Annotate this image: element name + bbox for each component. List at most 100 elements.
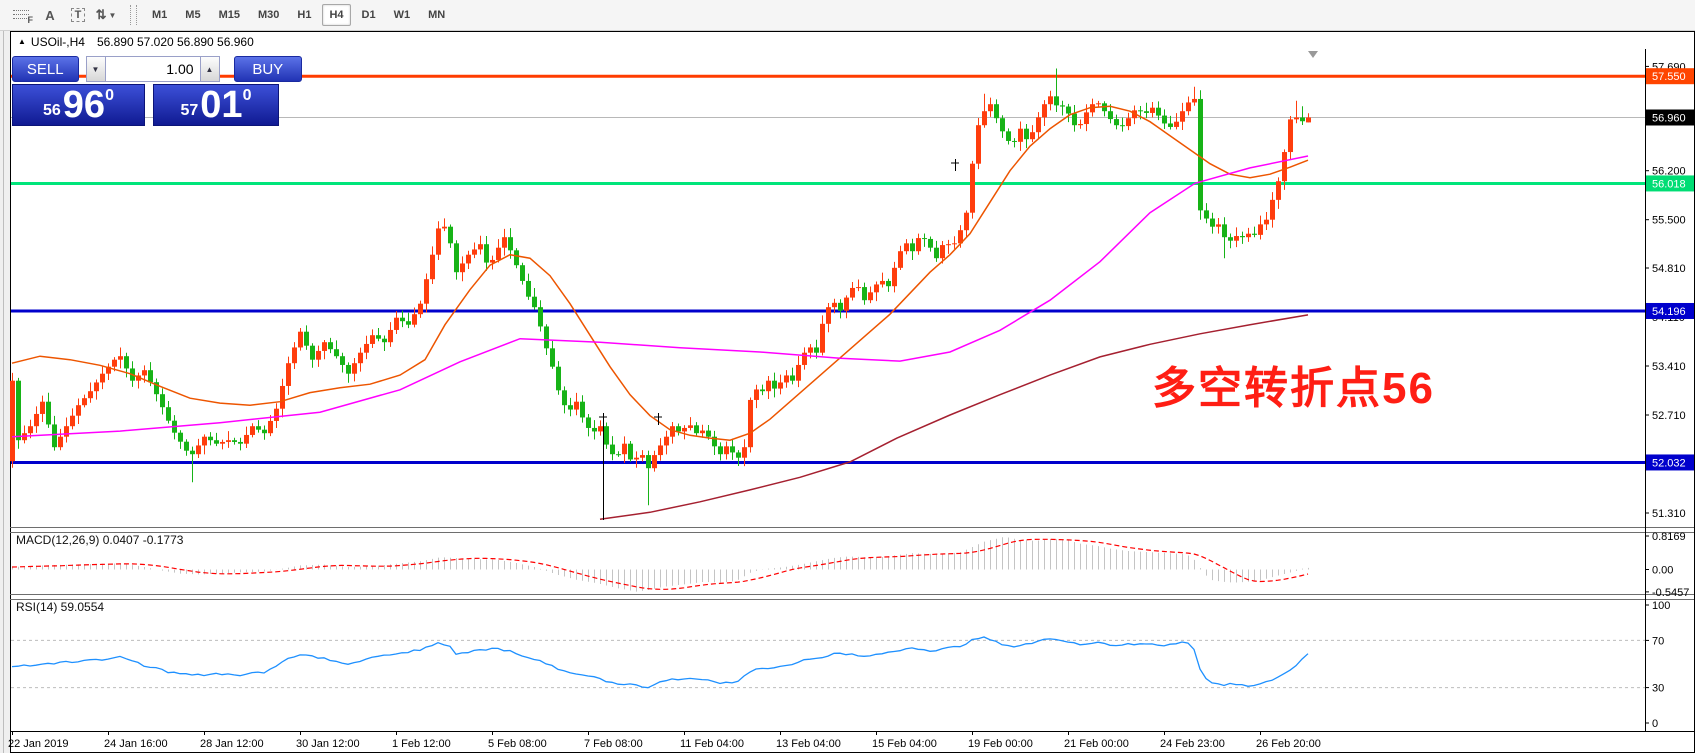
candle-body	[520, 265, 525, 281]
candle-body	[1306, 117, 1311, 123]
timeframe-button-m15[interactable]: M15	[218, 9, 240, 21]
candle-body	[610, 444, 615, 455]
price-level-tag: 56.960	[1646, 109, 1694, 126]
cross-marker-object[interactable]	[951, 159, 959, 171]
candle-body	[196, 445, 201, 455]
candle-body	[1174, 121, 1179, 127]
candle-body	[274, 408, 279, 421]
timeframe-button-h4[interactable]: H4	[322, 4, 351, 26]
chevron-down-icon: ▼	[108, 10, 117, 20]
candle-body	[1054, 96, 1059, 106]
time-tick-label[interactable]: 19 Feb 00:00	[968, 738, 1033, 750]
candle-body	[1120, 125, 1125, 127]
volume-stepper: ▼ ▲	[85, 56, 220, 82]
candle-body	[58, 436, 63, 448]
candle-body	[286, 363, 291, 386]
candle-body	[820, 323, 825, 353]
time-tick-label[interactable]: 24 Jan 16:00	[104, 738, 168, 750]
candle-body	[874, 284, 879, 293]
candle-body	[154, 382, 159, 395]
candle-body	[706, 430, 711, 437]
price-tag-bg	[1646, 109, 1694, 126]
candle-body	[370, 335, 375, 344]
candle-body	[574, 401, 579, 410]
volume-increase-button[interactable]: ▲	[199, 56, 220, 82]
volume-decrease-button[interactable]: ▼	[85, 56, 106, 82]
candle-body	[748, 399, 753, 448]
chart-collapse-icon[interactable]: ▲	[18, 37, 26, 46]
candle-body	[304, 331, 309, 346]
candle-body	[166, 407, 171, 421]
candle-body	[1000, 118, 1005, 132]
candle-body	[202, 436, 207, 446]
time-tick-label[interactable]: 30 Jan 12:00	[296, 738, 360, 750]
timeframe-button-w1[interactable]: W1	[393, 9, 411, 21]
time-tick-label[interactable]: 24 Feb 23:00	[1160, 738, 1225, 750]
candle-body	[52, 424, 57, 448]
sell-button[interactable]: SELL	[12, 56, 79, 82]
time-tick-label[interactable]: 11 Feb 04:00	[680, 738, 744, 750]
text-label-icon: A	[45, 7, 55, 23]
time-tick-label[interactable]: 21 Feb 00:00	[1064, 738, 1129, 750]
volume-input[interactable]	[105, 56, 200, 82]
text-box-tool-button[interactable]: T	[66, 4, 90, 26]
text-box-icon: T	[70, 8, 86, 22]
time-tick-label[interactable]: 26 Feb 20:00	[1256, 738, 1321, 750]
candle-body	[268, 420, 273, 434]
candle-body	[1204, 210, 1209, 219]
candle-body	[1216, 224, 1221, 227]
candle-body	[1252, 233, 1257, 235]
fibonacci-tool-button[interactable]: F	[10, 4, 34, 26]
candle-body	[1228, 237, 1233, 241]
cross-marker-object[interactable]	[599, 413, 607, 425]
time-tick-label[interactable]: 22 Jan 2019	[8, 738, 69, 750]
timeframe-button-m30[interactable]: M30	[257, 9, 280, 21]
candle-body	[754, 389, 759, 400]
time-tick-label[interactable]: 1 Feb 12:00	[392, 738, 451, 750]
candle-body	[484, 244, 489, 263]
candle-body	[262, 429, 267, 434]
candle-body	[70, 415, 75, 427]
time-tick-label[interactable]: 13 Feb 04:00	[776, 738, 841, 750]
timeframe-button-mn[interactable]: MN	[428, 9, 446, 21]
candle-body	[1162, 115, 1167, 124]
candle-body	[910, 243, 915, 252]
candle-body	[10, 380, 15, 462]
buy-button[interactable]: BUY	[233, 56, 302, 82]
candle-body	[94, 382, 99, 392]
candle-body	[1276, 181, 1281, 200]
timeframe-button-m5[interactable]: M5	[185, 9, 201, 21]
candle-body	[724, 446, 729, 455]
timeframe-button-h1[interactable]: H1	[297, 9, 312, 21]
timeframe-button-d1[interactable]: D1	[361, 9, 376, 21]
candle-body	[1300, 117, 1305, 122]
candle-body	[436, 228, 441, 255]
candle-body	[718, 446, 723, 455]
candle-body	[562, 390, 567, 406]
candle-body	[238, 441, 243, 444]
time-tick-label[interactable]: 5 Feb 08:00	[488, 738, 547, 750]
time-tick-label[interactable]: 7 Feb 08:00	[584, 738, 643, 750]
candle-body	[412, 314, 417, 325]
time-tick-label[interactable]: 15 Feb 04:00	[872, 738, 937, 750]
candles-layer	[10, 68, 1311, 506]
candle-body	[556, 366, 561, 391]
arrows-tool-button[interactable]: ⇅ ▼	[94, 4, 118, 26]
candle-body	[538, 307, 543, 327]
cross-marker-object[interactable]	[654, 413, 662, 425]
candle-body	[208, 436, 213, 441]
candle-body	[898, 251, 903, 268]
candle-body	[340, 356, 345, 365]
sell-price-display[interactable]: 56 96 0	[12, 84, 145, 126]
candle-body	[976, 125, 981, 164]
candle-body	[514, 250, 519, 266]
buy-price-display[interactable]: 57 01 0	[153, 84, 279, 126]
candle-body	[328, 342, 333, 350]
timeframe-button-m1[interactable]: M1	[152, 9, 168, 21]
candle-body	[688, 425, 693, 428]
candle-body	[388, 329, 393, 343]
text-label-tool-button[interactable]: A	[38, 4, 62, 26]
candle-body	[376, 335, 381, 339]
chart-text-annotation[interactable]: 多空转折点56	[1152, 364, 1435, 413]
time-tick-label[interactable]: 28 Jan 12:00	[200, 738, 264, 750]
